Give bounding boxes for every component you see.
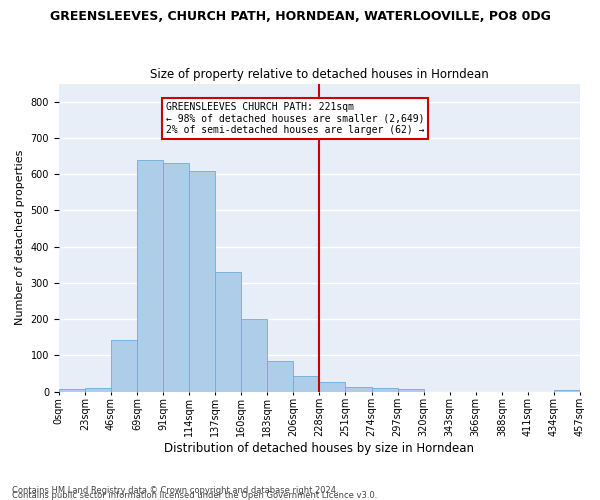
Bar	[137, 160, 163, 392]
Bar	[319, 382, 346, 392]
Bar	[293, 376, 319, 392]
Y-axis label: Number of detached properties: Number of detached properties	[15, 150, 25, 325]
Bar	[85, 388, 111, 392]
Title: Size of property relative to detached houses in Horndean: Size of property relative to detached ho…	[150, 68, 489, 81]
Bar	[554, 390, 580, 392]
Bar	[398, 389, 424, 392]
Text: Contains HM Land Registry data © Crown copyright and database right 2024.: Contains HM Land Registry data © Crown c…	[12, 486, 338, 495]
Bar	[111, 340, 137, 392]
Bar	[346, 387, 371, 392]
Bar	[371, 388, 398, 392]
Bar	[59, 389, 85, 392]
Text: Contains public sector information licensed under the Open Government Licence v3: Contains public sector information licen…	[12, 491, 377, 500]
Text: GREENSLEEVES, CHURCH PATH, HORNDEAN, WATERLOOVILLE, PO8 0DG: GREENSLEEVES, CHURCH PATH, HORNDEAN, WAT…	[50, 10, 550, 23]
Bar	[215, 272, 241, 392]
Bar	[163, 164, 189, 392]
Bar	[241, 319, 267, 392]
Text: GREENSLEEVES CHURCH PATH: 221sqm
← 98% of detached houses are smaller (2,649)
2%: GREENSLEEVES CHURCH PATH: 221sqm ← 98% o…	[166, 102, 424, 135]
X-axis label: Distribution of detached houses by size in Horndean: Distribution of detached houses by size …	[164, 442, 475, 455]
Bar	[267, 360, 293, 392]
Bar	[189, 170, 215, 392]
